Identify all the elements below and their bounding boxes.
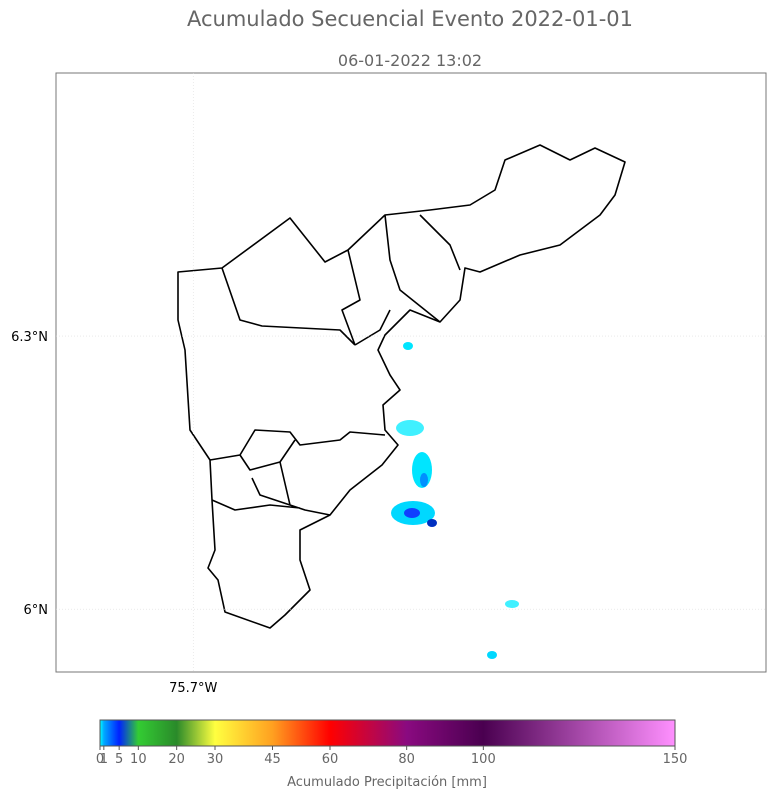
colorbar	[99, 719, 676, 747]
colorbar-tick-label: 5	[115, 752, 123, 767]
rain-cell	[420, 473, 428, 487]
region-outline	[177, 144, 626, 629]
rain-cell	[427, 519, 437, 527]
colorbar-label: Acumulado Precipitación [mm]	[287, 775, 487, 790]
lon-label: 75.7°W	[169, 681, 217, 696]
rain-cell	[403, 342, 413, 350]
colorbar-tick-label: 150	[663, 752, 688, 767]
rain-cell	[396, 420, 424, 436]
map-frame	[55, 72, 767, 673]
colorbar-tick-label: 100	[471, 752, 496, 767]
boundaries	[177, 144, 626, 629]
subtitle: 06-01-2022 13:02	[338, 51, 482, 70]
colorbar-tick-label: 30	[207, 752, 224, 767]
rain-cell	[404, 508, 420, 518]
title: Acumulado Secuencial Evento 2022-01-01	[187, 7, 633, 31]
lat-label: 6°N	[24, 603, 49, 618]
lat-label: 6.3°N	[11, 330, 48, 345]
colorbar-tick-label: 45	[264, 752, 281, 767]
colorbar-tick-label: 1	[100, 752, 108, 767]
colorbar-tick-label: 10	[130, 752, 147, 767]
rain-cell	[505, 600, 519, 608]
colorbar-tick-label: 60	[322, 752, 339, 767]
rain-cell	[487, 651, 497, 659]
precipitation	[391, 342, 519, 659]
municipal-border	[209, 214, 461, 516]
colorbar-tick-label: 20	[168, 752, 185, 767]
colorbar-tick-label: 0	[96, 752, 104, 767]
colorbar-tick-label: 80	[398, 752, 415, 767]
